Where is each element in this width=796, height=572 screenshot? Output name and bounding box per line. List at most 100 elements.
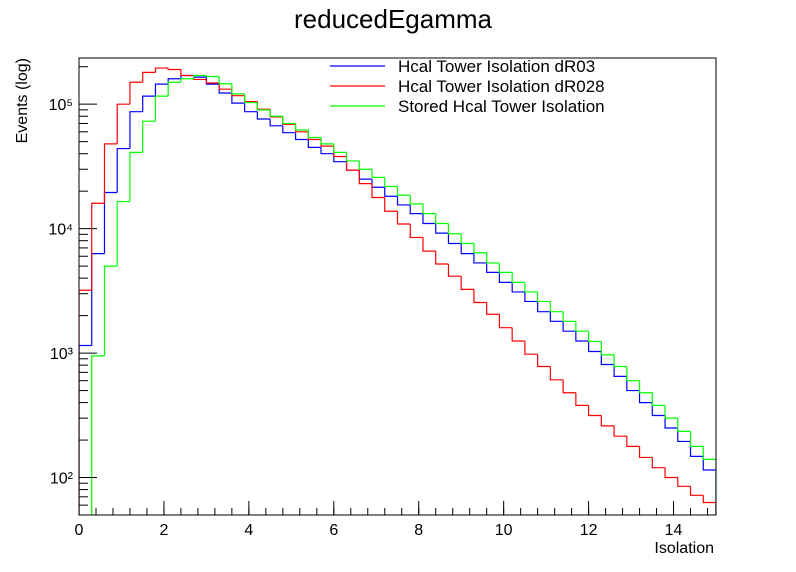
histogram-bin [537, 301, 551, 313]
y-tick-label: 10⁴ [48, 222, 73, 239]
histogram-bin [244, 103, 258, 113]
histogram-bin [91, 202, 105, 291]
histogram-bin [575, 392, 589, 406]
histogram-bin [435, 251, 449, 265]
histogram-bin [371, 169, 385, 179]
x-tick-label: 6 [329, 522, 338, 539]
histogram-bin [524, 341, 538, 355]
histogram-bin [358, 170, 373, 185]
histogram-bin [702, 446, 716, 515]
histogram-bin [371, 183, 385, 199]
histogram-bin [689, 486, 704, 496]
histogram-bin [167, 68, 181, 71]
histogram-bin [613, 364, 627, 377]
histogram-bin [447, 233, 462, 245]
histogram-bin [677, 477, 691, 487]
y-tick-label: 10³ [50, 346, 74, 363]
histogram-bin [129, 151, 143, 202]
histogram-bin [600, 341, 615, 356]
histogram-bin [256, 111, 271, 120]
histogram-bin [562, 379, 576, 394]
histogram-bin [664, 467, 678, 479]
histogram-bin [498, 262, 513, 273]
y-tick-label: 10² [50, 471, 74, 488]
histogram-bin [307, 139, 322, 148]
histogram-bin [116, 200, 130, 267]
histogram-bin [79, 289, 92, 515]
histogram-bin [537, 291, 551, 303]
x-tick-label: 8 [414, 522, 423, 539]
histogram-bin [511, 327, 525, 342]
histogram-bin [613, 425, 627, 437]
histogram-bin [154, 67, 169, 73]
histogram-bin [588, 331, 602, 343]
histogram-bin [562, 321, 576, 332]
histogram-bin [307, 130, 322, 139]
histogram-bin [269, 119, 283, 127]
histogram-bin [498, 272, 513, 283]
histogram-bin [549, 301, 564, 313]
histogram-bin [677, 418, 691, 432]
histogram-bin [600, 351, 615, 366]
histogram-bin [600, 415, 615, 427]
histogram-bin [524, 282, 538, 293]
histogram-bin [638, 380, 653, 394]
histogram-bin [626, 366, 640, 382]
histogram-bin [205, 75, 220, 78]
histogram-bin [651, 392, 666, 406]
x-tick-label: 4 [244, 522, 253, 539]
histogram-bin [193, 74, 207, 79]
histogram-bin [549, 311, 564, 322]
histogram-bin [651, 402, 666, 417]
histogram-bin [396, 211, 411, 225]
histogram-bin [473, 289, 487, 304]
histogram-bin [142, 71, 156, 83]
histogram-bin [473, 253, 487, 264]
histogram-bin [103, 143, 118, 204]
histogram-bin [498, 314, 513, 329]
frame [78, 57, 717, 516]
histogram-bin [575, 331, 589, 342]
histogram-bin [486, 302, 500, 315]
histogram-bin [269, 109, 283, 117]
histogram-bin [511, 282, 525, 293]
histogram-bin [154, 95, 169, 122]
histogram-bin [409, 204, 423, 215]
histogram-bin [345, 152, 360, 162]
histogram-bin [588, 341, 602, 353]
x-tick-label: 14 [665, 522, 683, 539]
histogram-bin [282, 125, 296, 134]
histogram-bin [549, 366, 564, 381]
x-tick-label: 10 [495, 522, 513, 539]
histogram-bin [231, 92, 245, 104]
histogram-bin [205, 79, 220, 84]
histogram-bin [626, 436, 640, 447]
legend-label: Hcal Tower Isolation dR028 [398, 77, 605, 96]
histogram-bin [664, 415, 678, 429]
x-tick-label: 12 [580, 522, 598, 539]
histogram-bin [244, 93, 258, 104]
histogram-bin [435, 223, 449, 234]
histogram-bin [320, 137, 334, 145]
histogram-bin [294, 123, 309, 131]
legend-label: Hcal Tower Isolation dR03 [398, 57, 595, 76]
histogram-bin [422, 237, 436, 252]
histogram-bin [447, 223, 462, 235]
histogram-bin [511, 272, 525, 283]
histogram-bin [651, 457, 666, 469]
histogram-bin [575, 321, 589, 332]
histogram-bin [664, 405, 678, 419]
histogram-bin [129, 81, 143, 105]
histogram-bin [320, 147, 334, 155]
histogram-bin [409, 223, 423, 239]
legend-label: Stored Hcal Tower Isolation [398, 97, 605, 116]
histogram-bin [537, 354, 551, 368]
histogram-bin [231, 83, 245, 95]
histogram-bin [396, 196, 411, 206]
histogram-bin [256, 102, 271, 111]
y-tick-label: 10⁵ [49, 97, 73, 114]
histogram-bin [486, 252, 500, 264]
histogram-bin [91, 355, 105, 515]
